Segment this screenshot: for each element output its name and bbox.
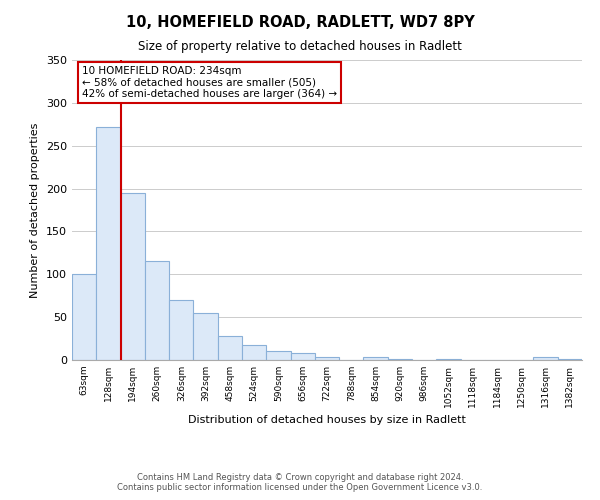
Bar bbox=[169, 300, 193, 360]
Bar bbox=[266, 350, 290, 360]
Text: 10 HOMEFIELD ROAD: 234sqm
← 58% of detached houses are smaller (505)
42% of semi: 10 HOMEFIELD ROAD: 234sqm ← 58% of detac… bbox=[82, 66, 337, 99]
Bar bbox=[533, 358, 558, 360]
Text: 10, HOMEFIELD ROAD, RADLETT, WD7 8PY: 10, HOMEFIELD ROAD, RADLETT, WD7 8PY bbox=[125, 15, 475, 30]
Bar bbox=[290, 353, 315, 360]
Bar bbox=[436, 359, 461, 360]
Bar bbox=[388, 359, 412, 360]
Bar bbox=[121, 193, 145, 360]
Bar bbox=[242, 346, 266, 360]
Y-axis label: Number of detached properties: Number of detached properties bbox=[31, 122, 40, 298]
Bar bbox=[72, 274, 96, 360]
Bar bbox=[315, 356, 339, 360]
Bar bbox=[96, 127, 121, 360]
Bar bbox=[218, 336, 242, 360]
Bar bbox=[558, 359, 582, 360]
X-axis label: Distribution of detached houses by size in Radlett: Distribution of detached houses by size … bbox=[188, 416, 466, 426]
Bar bbox=[364, 356, 388, 360]
Bar bbox=[193, 313, 218, 360]
Bar bbox=[145, 262, 169, 360]
Text: Size of property relative to detached houses in Radlett: Size of property relative to detached ho… bbox=[138, 40, 462, 53]
Text: Contains HM Land Registry data © Crown copyright and database right 2024.
Contai: Contains HM Land Registry data © Crown c… bbox=[118, 473, 482, 492]
